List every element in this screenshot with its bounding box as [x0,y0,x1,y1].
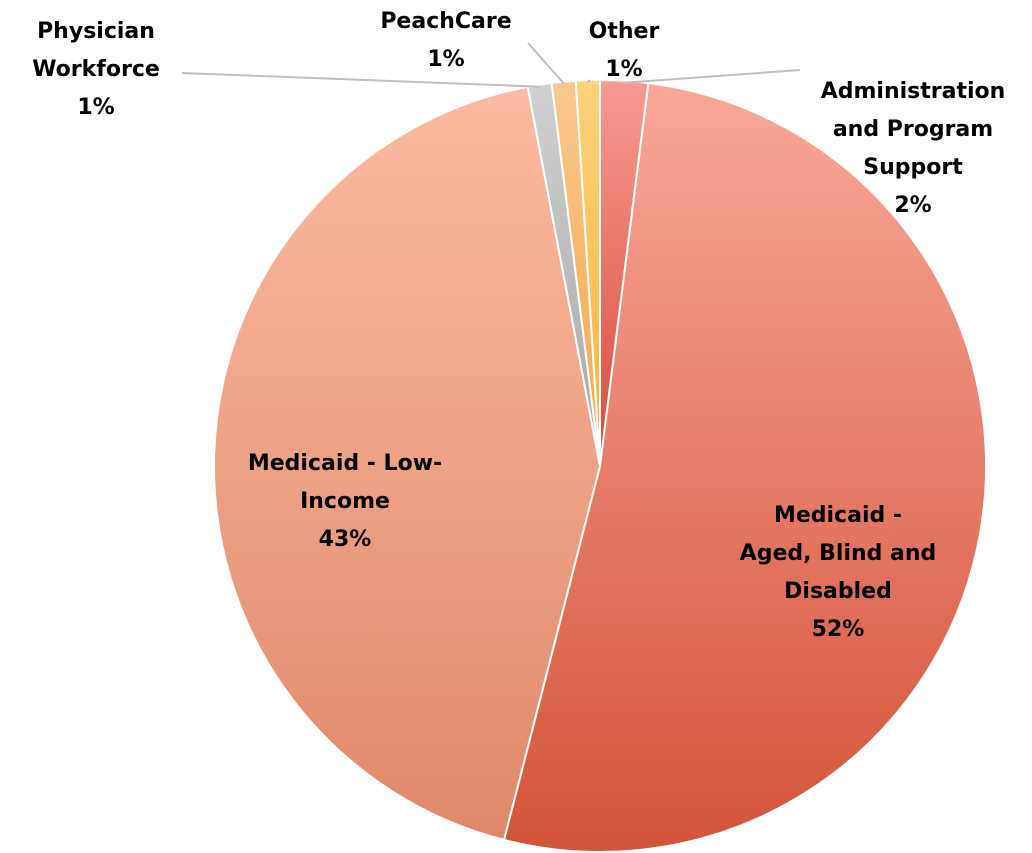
slice-label: Medicaid - Aged, Blind and Disabled 52% [740,503,937,642]
pie-slices [213,78,987,853]
slice-value-label: 2% [894,193,931,218]
slice-category-label: Disabled [784,579,892,604]
slice-category-label: Other [589,19,660,44]
slice-category-label: Income [300,489,390,514]
slice-category-label: Physician [37,19,155,44]
slice-value-label: 1% [427,47,464,72]
leader-lines [181,42,801,88]
pie-slice-other [574,78,601,467]
slice-label: PeachCare 1% [380,9,511,72]
slice-label: Other 1% [589,19,660,82]
slice-category-label: Aged, Blind and [740,541,937,566]
slice-category-label: and Program [833,117,993,142]
slice-category-label: Medicaid - [774,503,902,528]
slice-value-label: 1% [77,95,114,120]
leader-line [527,42,565,85]
leader-line [181,72,540,88]
pie-slice-medicaid-low-income [213,85,602,842]
pie-slice-medicaid-aged-blind-and-disabled [502,81,987,853]
slice-value-label: 52% [812,617,865,642]
slice-category-label: Administration [821,79,1006,104]
slice-category-label: Support [863,155,963,180]
slice-label: Administration and Program Support 2% [821,79,1006,218]
slice-category-label: PeachCare [380,9,511,34]
slice-value-label: 43% [319,527,372,552]
slice-category-label: Medicaid - Low- [248,451,442,476]
slice-value-label: 1% [605,57,642,82]
slice-category-label: Workforce [32,57,160,82]
leader-line [624,69,801,84]
leader-line [587,79,591,83]
slice-label: Physician Workforce 1% [32,19,160,120]
slice-labels: Administration and Program Support 2% Medica… [32,9,1005,642]
slice-label: Medicaid - Low- Income 43% [248,451,442,552]
